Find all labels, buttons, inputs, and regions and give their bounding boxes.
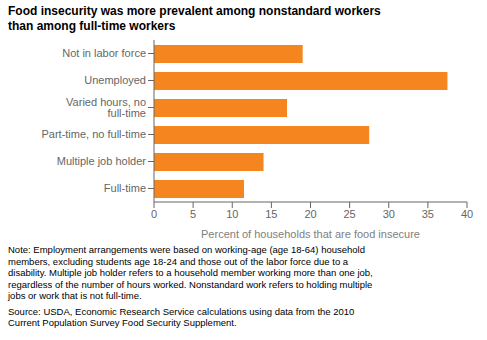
svg-text:35: 35 xyxy=(422,208,434,220)
svg-text:25: 25 xyxy=(344,208,356,220)
svg-text:10: 10 xyxy=(226,208,238,220)
html-text:Source: USDA, Economic Researc: Source: USDA, Economic Research Service … xyxy=(8,305,355,328)
svg-text:40: 40 xyxy=(461,208,473,220)
html-text:than among full-time workers: than among full-time workers xyxy=(8,19,176,33)
svg-text:20: 20 xyxy=(304,208,316,220)
html-text:Food insecurity was more preva: Food insecurity was more prevalent among… xyxy=(8,4,381,18)
svg-text:Unemployed: Unemployed xyxy=(84,74,146,86)
svg-text:30: 30 xyxy=(383,208,395,220)
svg-text:15: 15 xyxy=(265,208,277,220)
svg-text:0: 0 xyxy=(151,208,157,220)
svg-text:Percent of households that are: Percent of households that are food inse… xyxy=(201,228,420,240)
svg-text:Multiple job holder: Multiple job holder xyxy=(57,155,147,167)
svg-text:Full-time: Full-time xyxy=(104,182,146,194)
svg-text:Not in labor force: Not in labor force xyxy=(62,47,146,59)
svg-text:Part-time, no full-time: Part-time, no full-time xyxy=(41,128,146,140)
svg-text:5: 5 xyxy=(190,208,196,220)
html-text:Note: Employment arrangements: Note: Employment arrangements were based… xyxy=(8,244,373,301)
svg-text:Varied hours, nofull-time: Varied hours, nofull-time xyxy=(66,96,146,119)
